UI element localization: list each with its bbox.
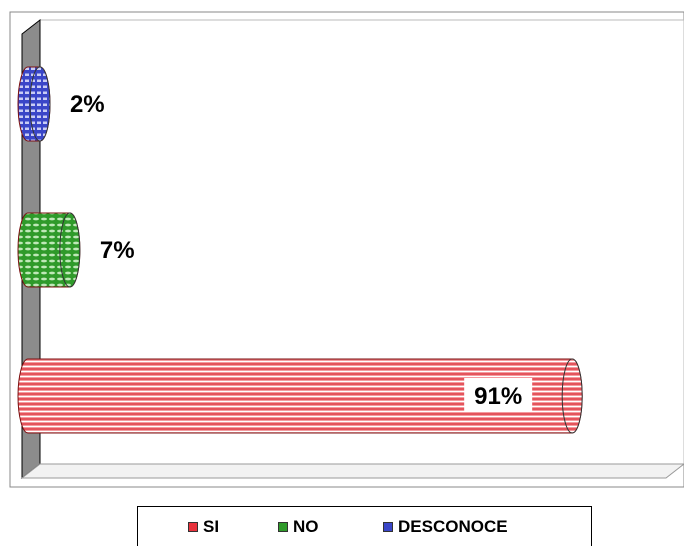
legend-label-desconoce: DESCONOCE (398, 517, 508, 536)
legend-label-no: NO (293, 517, 319, 536)
legend-swatch-desconoce (383, 522, 393, 532)
bar-no (17, 212, 81, 288)
floor (20, 463, 684, 479)
legend: SI NO DESCONOCE (137, 506, 592, 546)
legend-item-si: SI (188, 517, 219, 537)
legend-label-si: SI (203, 517, 220, 536)
legend-swatch-no (278, 522, 288, 532)
data-label-no: 7% (100, 237, 135, 264)
legend-item-no: NO (278, 517, 319, 537)
bar-si (17, 358, 583, 434)
legend-item-desconoce: DESCONOCE (383, 517, 508, 537)
data-label-si: 91% (474, 383, 522, 410)
data-label-bg-si (464, 378, 533, 412)
legend-swatch-si (188, 522, 198, 532)
bar-desconoce (17, 66, 51, 142)
data-label-desconoce: 2% (70, 91, 105, 118)
